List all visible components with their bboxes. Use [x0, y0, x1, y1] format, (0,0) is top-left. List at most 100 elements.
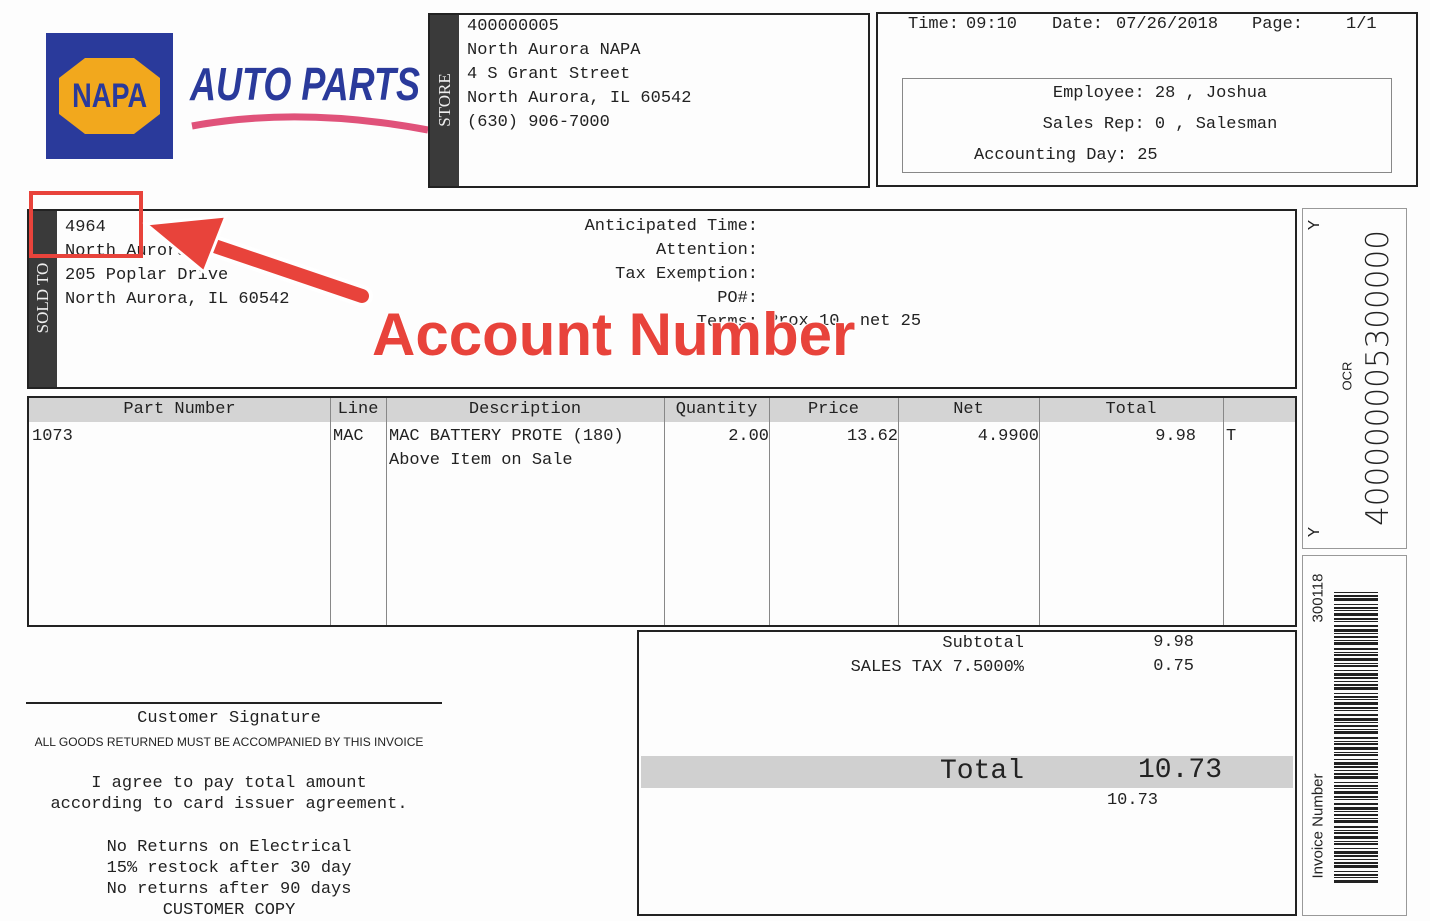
sold-to-label: SOLD TO — [33, 262, 52, 334]
barcode-bar — [1334, 673, 1378, 676]
policy-line: CUSTOMER COPY — [162, 901, 296, 920]
flag-top: Y — [1306, 219, 1325, 231]
barcode-bar — [1334, 803, 1378, 805]
tax: 0.75 — [1153, 657, 1194, 676]
barcode-bar — [1334, 807, 1378, 810]
barcode-bar — [1334, 642, 1378, 645]
barcode-bar — [1334, 818, 1378, 819]
annotation-arrow — [142, 214, 373, 307]
signature-line — [26, 702, 442, 704]
barcode-bar — [1334, 731, 1378, 734]
column-separator — [898, 398, 899, 625]
sold-to-line: 4964 — [65, 218, 106, 237]
column-separator — [1223, 398, 1224, 625]
table-cell: MAC BATTERY PROTE (180) — [389, 427, 624, 446]
store-line: (630) 906-7000 — [467, 113, 610, 132]
barcode-bar — [1334, 654, 1378, 656]
barcode-bar — [1334, 621, 1378, 622]
barcode-bar — [1334, 788, 1378, 789]
subtotal-label: Subtotal — [942, 634, 1024, 653]
annotation-label: Account Number — [371, 300, 856, 369]
barcode-bar — [1334, 874, 1378, 876]
barcode-bar — [1334, 633, 1378, 634]
barcode-bar — [1334, 714, 1378, 716]
barcode-bar — [1334, 782, 1378, 783]
barcode-bar — [1334, 696, 1378, 698]
barcode-bar — [1334, 722, 1378, 723]
barcode-bar — [1334, 862, 1378, 864]
column-header: Net — [953, 400, 984, 419]
barcode-bar — [1334, 604, 1378, 605]
barcode-bar — [1334, 640, 1378, 641]
store-line: 4 S Grant Street — [467, 65, 631, 84]
barcode-bar — [1334, 855, 1378, 857]
barcode-bar — [1334, 636, 1378, 638]
barcode-bar — [1334, 607, 1378, 609]
barcode-bar — [1334, 598, 1378, 601]
ocr-number: 400000005300000 — [1360, 230, 1396, 526]
barcode-bar — [1334, 699, 1378, 700]
barcode-bar — [1334, 592, 1378, 593]
ocr-box — [1302, 208, 1407, 549]
barcode-bar — [1334, 836, 1378, 839]
signature-label: Customer Signature — [137, 709, 321, 728]
logo-tagline: AUTO PARTS — [189, 58, 420, 110]
tendered: 10.73 — [1106, 791, 1158, 810]
barcode-bar — [1334, 670, 1378, 671]
barcode-bar — [1334, 648, 1378, 650]
agreement-line: I agree to pay total amount — [91, 774, 367, 793]
employee: Employee: 28 , Joshua — [1052, 84, 1268, 103]
barcode-bar — [1334, 743, 1378, 745]
column-separator — [330, 398, 331, 625]
barcode-bar — [1334, 830, 1378, 831]
barcode-bar — [1334, 848, 1378, 849]
barcode-bar — [1334, 762, 1378, 765]
barcode-bar — [1334, 799, 1378, 800]
barcode-bar — [1334, 687, 1378, 690]
table-cell: 4.9900 — [977, 427, 1039, 446]
store-label: STORE — [435, 73, 454, 127]
items-table — [27, 396, 1297, 627]
employee-box — [902, 78, 1392, 173]
column-separator — [386, 398, 387, 625]
time: 09:10 — [966, 15, 1018, 34]
barcode-bar — [1334, 754, 1378, 756]
item-note: Above Item on Sale — [389, 451, 573, 470]
sold-to-strip — [29, 211, 57, 387]
table-header-band — [29, 398, 1295, 422]
barcode-bar — [1334, 610, 1378, 611]
barcode-bar — [1334, 702, 1378, 705]
sold-to-line: 205 Poplar Drive — [65, 266, 229, 285]
barcode-bar — [1334, 718, 1378, 721]
barcode-bar — [1334, 811, 1378, 812]
subtotal: 9.98 — [1153, 633, 1194, 652]
header-box — [876, 12, 1418, 187]
accounting-day: Accounting Day: 25 — [974, 146, 1158, 165]
column-header: Total — [1105, 400, 1157, 419]
column-header: Description — [468, 400, 582, 419]
barcode-bar — [1334, 737, 1378, 739]
sold-to-line: North Aurora, IL 60542 — [65, 290, 290, 309]
barcode-bar — [1334, 814, 1378, 816]
invoice-number: 300118 — [1309, 573, 1327, 623]
page-label: Page: — [1252, 15, 1304, 34]
time-label: Time: — [908, 15, 960, 34]
barcode-bar — [1334, 677, 1378, 679]
barcode-bar — [1334, 871, 1378, 872]
date: 07/26/2018 — [1116, 15, 1219, 34]
flag-bottom: Y — [1306, 526, 1325, 538]
barcode-bar — [1334, 820, 1378, 823]
barcode-bar — [1334, 681, 1378, 682]
barcode-bar — [1334, 741, 1378, 742]
table-cell: T — [1226, 427, 1237, 446]
total: 10.73 — [1137, 755, 1222, 786]
total-band — [641, 756, 1293, 788]
store-line: North Aurora NAPA — [467, 41, 641, 60]
table-cell: 2.00 — [728, 427, 769, 446]
barcode-bar — [1334, 843, 1378, 845]
total-label: Total — [939, 756, 1024, 787]
barcode-bar — [1334, 796, 1378, 798]
barcode-bar — [1334, 880, 1378, 883]
table-cell: 9.98 — [1155, 427, 1196, 446]
